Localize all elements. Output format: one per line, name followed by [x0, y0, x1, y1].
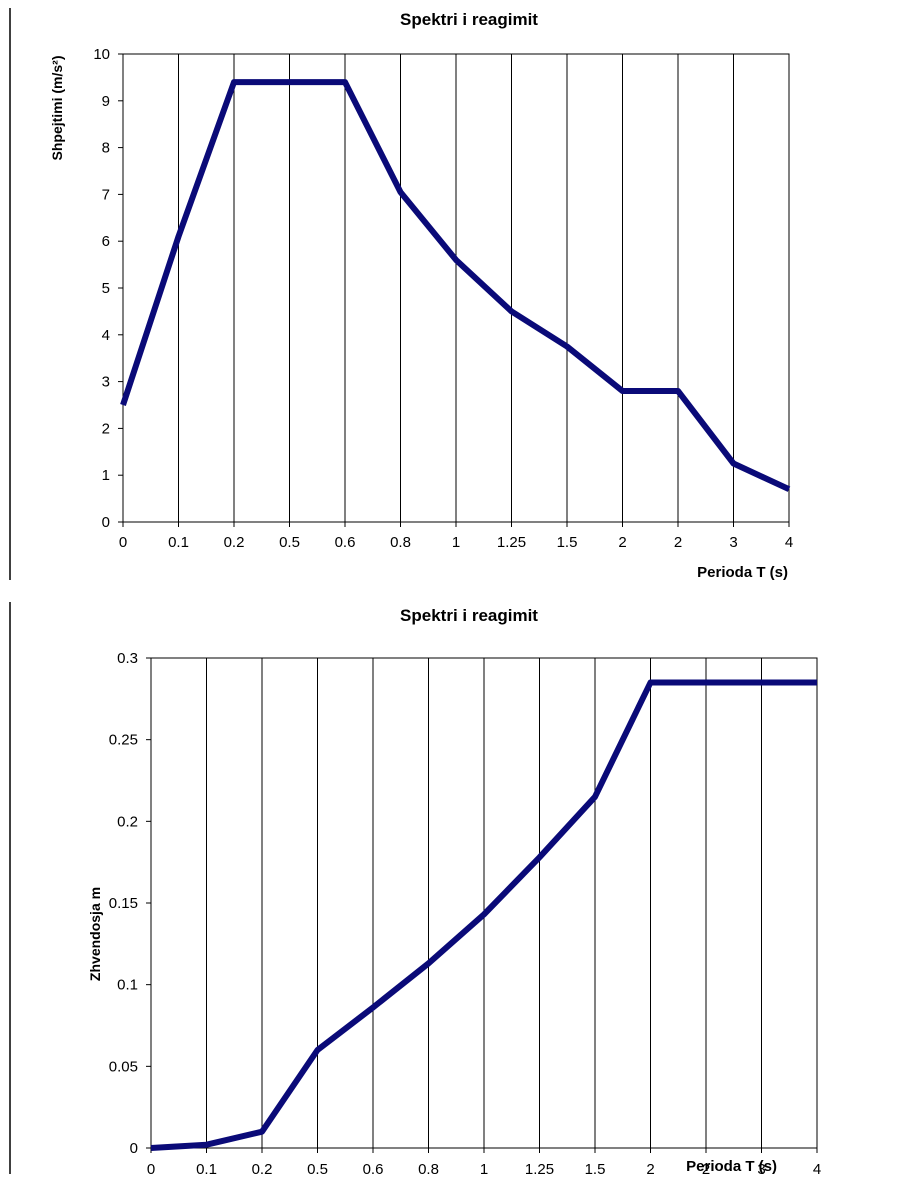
- x-tick-label: 1.25: [525, 1161, 554, 1178]
- x-tick-label: 2: [646, 1161, 654, 1178]
- x-axis-ticks: 0 0.1 0.2 0.5 0.6 0.8 1 1.25 1.5 2 2 3 4: [119, 522, 793, 551]
- x-tick-label: 0.2: [252, 1161, 273, 1178]
- x-tick-label: 3: [757, 1161, 765, 1178]
- x-tick-label: 1.5: [585, 1161, 606, 1178]
- y-tick-label: 0.2: [117, 813, 138, 830]
- x-tick-label: 0.1: [168, 534, 189, 551]
- x-tick-label: 2: [618, 534, 626, 551]
- y-tick-label: 8: [102, 140, 110, 157]
- x-tick-label: 4: [785, 534, 793, 551]
- x-tick-label: 0.8: [390, 534, 411, 551]
- x-tick-label: 0: [147, 1161, 155, 1178]
- y-tick-label: 0: [102, 514, 110, 531]
- x-tick-label: 0.6: [335, 534, 356, 551]
- x-tick-label: 2: [702, 1161, 710, 1178]
- chart-title: Spektri i reagimit: [400, 10, 538, 29]
- x-tick-label: 0.6: [363, 1161, 384, 1178]
- x-tick-label: 4: [813, 1161, 821, 1178]
- y-tick-label: 0.1: [117, 977, 138, 994]
- y-tick-label: 9: [102, 93, 110, 110]
- y-axis-ticks: 0 1 2 3 4 5 6 7 8 9 10: [93, 46, 123, 531]
- y-tick-label: 0.3: [117, 650, 138, 667]
- x-axis-label: Perioda T (s): [686, 1158, 777, 1175]
- displacement-spectrum-chart: Spektri i reagimit 0 0.05 0.1 0.15 0.2 0.25 0.…: [9, 602, 821, 1178]
- y-axis-ticks: 0 0.05 0.1 0.15 0.2 0.25 0.3: [109, 650, 151, 1157]
- x-axis-label: Perioda T (s): [697, 564, 788, 581]
- x-tick-label: 1: [452, 534, 460, 551]
- x-tick-label: 0.8: [418, 1161, 439, 1178]
- y-tick-label: 0: [130, 1140, 138, 1157]
- x-tick-label: 1: [480, 1161, 488, 1178]
- y-axis-label: Zhvendosja m: [87, 887, 103, 981]
- x-tick-label: 0.1: [196, 1161, 217, 1178]
- x-tick-label: 3: [729, 534, 737, 551]
- y-tick-label: 5: [102, 280, 110, 297]
- y-tick-label: 4: [102, 327, 110, 344]
- y-tick-label: 7: [102, 186, 110, 203]
- x-tick-label: 0.5: [307, 1161, 328, 1178]
- y-tick-label: 3: [102, 374, 110, 391]
- x-tick-label: 2: [674, 534, 682, 551]
- x-axis-ticks: 0 0.1 0.2 0.5 0.6 0.8 1 1.25 1.5 2 2 3 4: [147, 1148, 821, 1178]
- y-tick-label: 0.05: [109, 1058, 138, 1075]
- series-line: [150, 679, 817, 1151]
- y-tick-label: 10: [93, 46, 110, 63]
- series-line: [120, 79, 791, 492]
- x-tick-label: 1.5: [557, 534, 578, 551]
- x-tick-label: 0: [119, 534, 127, 551]
- y-tick-label: 6: [102, 233, 110, 250]
- y-axis-label: Shpejtimi (m/s²): [49, 55, 65, 160]
- y-tick-label: 2: [102, 420, 110, 437]
- chart-title: Spektri i reagimit: [400, 606, 538, 625]
- y-tick-label: 0.15: [109, 895, 138, 912]
- y-tick-label: 1: [102, 467, 110, 484]
- y-tick-label: 0.25: [109, 732, 138, 749]
- gridlines: [178, 54, 734, 522]
- gridlines: [206, 658, 762, 1148]
- x-tick-label: 0.2: [224, 534, 245, 551]
- x-tick-label: 0.5: [279, 534, 300, 551]
- x-tick-label: 1.25: [497, 534, 526, 551]
